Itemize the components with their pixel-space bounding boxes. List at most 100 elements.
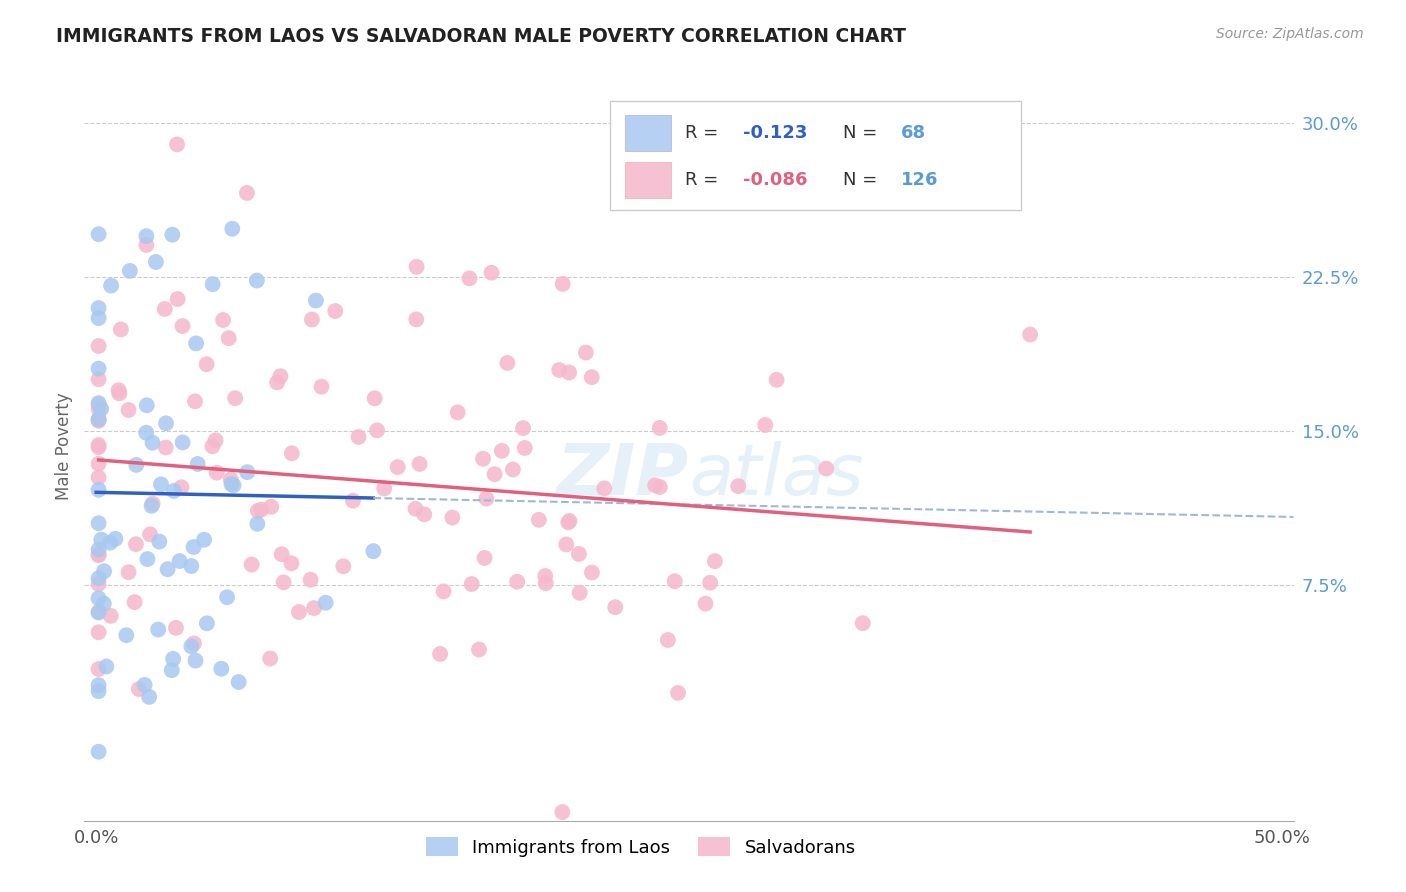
Point xyxy=(568,547,591,561)
Point xyxy=(142,497,165,511)
Point xyxy=(648,480,671,494)
Point xyxy=(87,440,110,454)
Point xyxy=(100,278,122,293)
Point xyxy=(280,557,302,571)
Point xyxy=(172,435,194,450)
Point xyxy=(405,312,427,326)
Point xyxy=(342,493,364,508)
Point xyxy=(765,373,787,387)
Point xyxy=(404,501,426,516)
Point xyxy=(166,292,188,306)
Text: atlas: atlas xyxy=(689,442,863,510)
Point xyxy=(664,574,686,589)
Point xyxy=(558,366,581,380)
Point xyxy=(366,423,388,437)
Point xyxy=(87,311,110,326)
Point xyxy=(347,430,370,444)
Point xyxy=(87,684,110,698)
Point xyxy=(184,336,207,351)
Point xyxy=(474,550,496,565)
Point xyxy=(567,839,589,854)
Point xyxy=(146,623,169,637)
Point xyxy=(315,596,337,610)
Point xyxy=(87,339,110,353)
Point xyxy=(217,591,239,605)
Point xyxy=(98,535,121,549)
Point xyxy=(87,361,110,376)
Point xyxy=(118,264,141,278)
Point xyxy=(162,227,184,242)
Point xyxy=(184,394,207,409)
Point xyxy=(134,678,156,692)
Point xyxy=(117,403,139,417)
Point xyxy=(87,402,110,417)
Point xyxy=(87,678,110,692)
Point xyxy=(87,571,110,585)
Text: 68: 68 xyxy=(901,124,925,142)
Text: IMMIGRANTS FROM LAOS VS SALVADORAN MALE POVERTY CORRELATION CHART: IMMIGRANTS FROM LAOS VS SALVADORAN MALE … xyxy=(56,27,907,45)
Text: Source: ZipAtlas.com: Source: ZipAtlas.com xyxy=(1216,27,1364,41)
Point xyxy=(87,483,110,497)
Text: R =: R = xyxy=(685,124,724,142)
Point xyxy=(195,357,218,371)
Point xyxy=(87,542,110,557)
Point xyxy=(458,271,481,285)
Point xyxy=(260,500,283,514)
Point xyxy=(332,559,354,574)
Point xyxy=(472,451,495,466)
Point xyxy=(172,319,194,334)
Point xyxy=(502,462,524,476)
Point xyxy=(429,647,451,661)
Point xyxy=(87,372,110,386)
Point xyxy=(135,398,157,412)
Point xyxy=(205,466,228,480)
Point xyxy=(657,633,679,648)
Point xyxy=(183,540,205,554)
Point xyxy=(150,477,173,491)
Point xyxy=(87,745,110,759)
Point xyxy=(727,479,749,493)
Point xyxy=(695,597,717,611)
Point xyxy=(236,465,259,479)
Point xyxy=(288,605,311,619)
Point xyxy=(496,356,519,370)
Point xyxy=(184,654,207,668)
Point xyxy=(162,652,184,666)
Point xyxy=(323,304,346,318)
Text: N =: N = xyxy=(842,171,883,189)
Point xyxy=(581,370,603,384)
Point xyxy=(299,573,322,587)
Point xyxy=(87,398,110,412)
Point xyxy=(548,363,571,377)
Point xyxy=(246,516,269,531)
Point xyxy=(408,457,430,471)
FancyBboxPatch shape xyxy=(624,115,671,151)
Text: N =: N = xyxy=(842,124,883,142)
Point xyxy=(699,575,721,590)
Point xyxy=(534,576,557,591)
Text: R =: R = xyxy=(685,171,724,189)
Text: 126: 126 xyxy=(901,171,938,189)
Point xyxy=(125,537,148,551)
Point xyxy=(155,441,177,455)
Point xyxy=(87,625,110,640)
Point xyxy=(527,513,550,527)
Point xyxy=(87,412,110,426)
Point xyxy=(156,562,179,576)
Point xyxy=(281,446,304,460)
Point xyxy=(506,574,529,589)
Point xyxy=(138,690,160,704)
Point xyxy=(124,595,146,609)
Point xyxy=(87,591,110,606)
Point xyxy=(100,608,122,623)
Point xyxy=(87,414,110,428)
Point xyxy=(148,534,170,549)
Point xyxy=(183,636,205,650)
Point xyxy=(135,229,157,244)
Point xyxy=(201,439,224,453)
Point xyxy=(405,260,427,274)
Point xyxy=(110,322,132,336)
Point xyxy=(212,313,235,327)
Point xyxy=(87,549,110,563)
Point xyxy=(555,537,578,551)
